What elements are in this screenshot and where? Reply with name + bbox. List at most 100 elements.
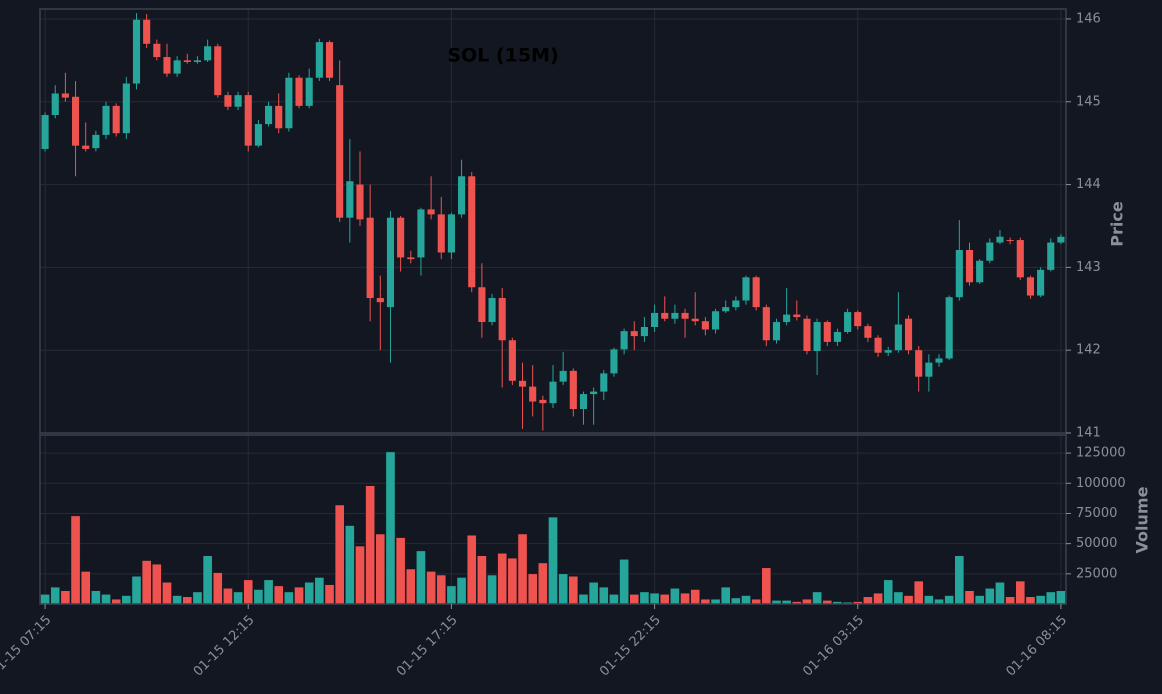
candle-body (204, 46, 212, 61)
candle-body (722, 307, 730, 312)
candle-body (447, 214, 455, 253)
candle-body (468, 176, 476, 288)
volume-bar (578, 594, 589, 605)
candle-body (305, 77, 313, 106)
volume-bar (690, 589, 701, 605)
volume-bar (466, 534, 477, 605)
volume-bar (141, 560, 152, 605)
volume-bar (334, 504, 345, 605)
volume-bar (1045, 591, 1056, 605)
volume-bar (121, 595, 132, 605)
candle-body (122, 83, 130, 134)
volume-bar (741, 595, 751, 605)
candle-body (315, 42, 323, 78)
candle-body (732, 300, 740, 308)
candle-body (71, 96, 80, 146)
candle-body (346, 181, 354, 218)
candle-body (397, 217, 405, 258)
candle-body (915, 350, 923, 377)
volume-bar (1056, 590, 1066, 605)
volume-bar (375, 533, 386, 605)
candle-body (833, 331, 841, 342)
volume-bar (517, 533, 528, 605)
volume-bar (182, 596, 193, 605)
volume-bar (324, 584, 335, 605)
volume-bar (365, 485, 375, 605)
candle-body (854, 312, 862, 327)
volume-bar (202, 555, 213, 605)
candle-body (864, 326, 872, 338)
candle-body (671, 312, 679, 319)
volume-bar (903, 595, 914, 605)
volume-bar (670, 588, 680, 605)
candle-body (153, 43, 161, 58)
volume-bar (294, 586, 304, 605)
volume-bar (639, 591, 650, 605)
volume-bar (172, 595, 182, 605)
candle-body (640, 327, 648, 337)
volume-bar (50, 586, 61, 605)
candle-body (51, 93, 59, 115)
volume-bar (548, 516, 558, 605)
volume-bar (426, 571, 436, 605)
y-tick-label: 144 (1076, 177, 1101, 192)
candle-body (935, 358, 943, 363)
volume-bar (304, 582, 315, 605)
candle-body (143, 19, 151, 44)
price-frame (39, 8, 1067, 434)
candle-body (691, 318, 699, 322)
candle-body (173, 60, 181, 74)
marks (40, 13, 1066, 605)
volume-bar (345, 525, 355, 605)
volume-bar (253, 589, 264, 605)
volume-bar (924, 595, 934, 605)
candle-body (925, 362, 933, 377)
candle-body (752, 277, 760, 308)
candle-body (590, 391, 598, 395)
candle-body (823, 322, 831, 342)
candle-body (285, 77, 293, 129)
y-tick-label: 141 (1076, 426, 1101, 441)
y-tick-label: 142 (1076, 343, 1101, 358)
candle-body (1006, 240, 1014, 242)
candle-body (1037, 269, 1045, 296)
candle-body (772, 322, 781, 341)
volume-bar (619, 559, 629, 605)
volume-bar (873, 592, 883, 605)
candle-body (549, 381, 557, 404)
volume-bar (91, 590, 101, 605)
candle-body (417, 209, 425, 258)
candle-body (986, 242, 994, 261)
volume-bar (558, 573, 568, 605)
volume-bar (995, 582, 1005, 605)
volume-bar (659, 594, 670, 605)
volume-bar (284, 591, 294, 605)
volume-bar (416, 550, 426, 605)
volume-bar (812, 591, 822, 605)
candle-body (478, 287, 486, 323)
volume-bar (273, 585, 284, 605)
candle-body (193, 60, 202, 62)
chart-title: SOL (15M) (447, 45, 558, 67)
candle-body (661, 312, 669, 319)
volume-bar (731, 597, 741, 605)
candle-body (1057, 236, 1065, 243)
y-tick-label: 125000 (1076, 446, 1126, 461)
candle-body (295, 77, 303, 106)
candle-body (102, 105, 110, 135)
volume-bar (487, 574, 497, 605)
candle-body (275, 105, 283, 129)
volume-bar (436, 574, 447, 605)
volume-bar (598, 586, 609, 605)
volume-bar (883, 579, 894, 605)
candle-body (366, 217, 374, 299)
volume-bar (497, 553, 508, 605)
y-tick-label: 25000 (1076, 566, 1117, 581)
volume-bar (385, 451, 396, 605)
candle-body (214, 46, 222, 96)
candle-body (224, 95, 232, 107)
volume-bar (1025, 596, 1036, 605)
volume-bar (70, 515, 81, 605)
candle-body (498, 298, 506, 341)
